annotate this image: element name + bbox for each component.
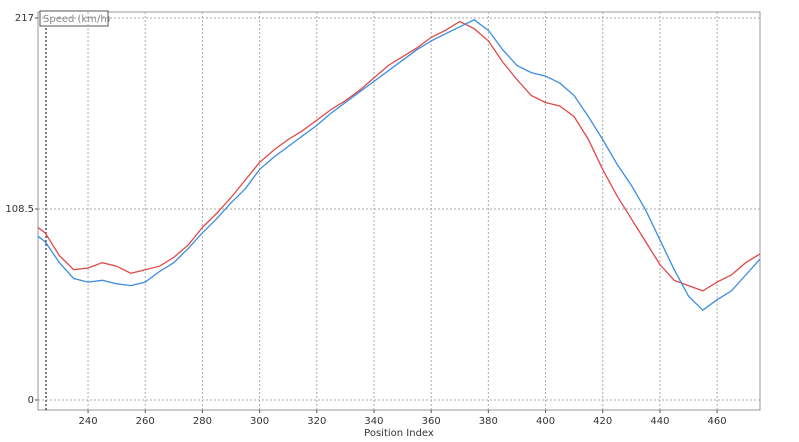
plot-frame bbox=[37, 11, 761, 411]
x-tick-label: 280 bbox=[193, 416, 212, 427]
x-axis-label: Position Index bbox=[364, 428, 434, 439]
y-axis-label: Speed (km/h) bbox=[43, 14, 111, 25]
x-tick-label: 460 bbox=[708, 416, 727, 427]
x-tick-label: 420 bbox=[593, 416, 612, 427]
series-line bbox=[37, 19, 761, 312]
y-tick-label: 217 bbox=[15, 13, 34, 24]
x-tick-label: 260 bbox=[136, 416, 155, 427]
series-line bbox=[37, 20, 761, 292]
x-tick-label: 300 bbox=[250, 416, 269, 427]
y-tick-label: 108.5 bbox=[5, 204, 34, 215]
x-tick-label: 340 bbox=[364, 416, 383, 427]
x-tick-label: 320 bbox=[307, 416, 326, 427]
x-tick-label: 360 bbox=[422, 416, 441, 427]
x-tick-label: 240 bbox=[78, 416, 97, 427]
x-tick-label: 400 bbox=[536, 416, 555, 427]
x-tick-label: 380 bbox=[479, 416, 498, 427]
y-tick-label: 0 bbox=[28, 395, 34, 406]
x-tick-label: 440 bbox=[650, 416, 669, 427]
